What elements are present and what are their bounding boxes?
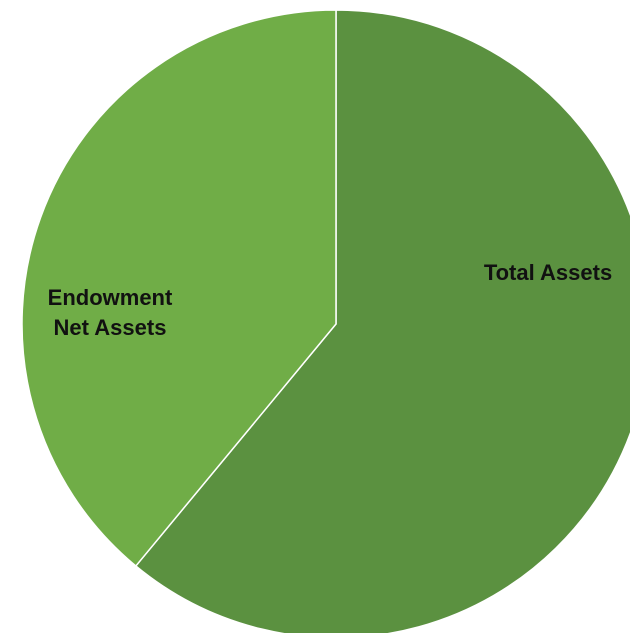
pie-labels: Total Assets Endowment Net Assets	[48, 260, 613, 340]
pie-label-line: Endowment	[48, 285, 173, 310]
pie-label-line: Net Assets	[54, 315, 167, 340]
pie-label-line: Total Assets	[484, 260, 612, 285]
pie-slice-total-assets	[134, 9, 630, 633]
pie-slice-endowment-net-assets	[21, 9, 337, 567]
pie-slices	[21, 9, 630, 633]
pie-label-total-assets: Total Assets	[484, 260, 612, 285]
pie-label-endowment-net-assets: Endowment Net Assets	[48, 285, 173, 340]
